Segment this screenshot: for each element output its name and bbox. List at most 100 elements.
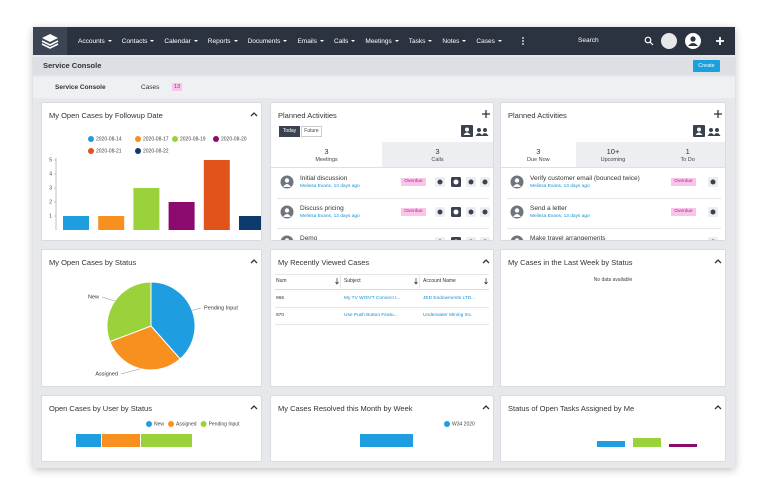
legend-label: Assigned — [176, 421, 197, 427]
y-tick-label: 5 — [49, 157, 52, 163]
dashlet: Planned Activities Today Future 3 Meetings 3 C… — [270, 102, 494, 241]
collapse-icon[interactable] — [249, 402, 259, 412]
count-tab[interactable]: 1 To Do — [650, 142, 725, 168]
more-icon[interactable] — [521, 36, 525, 46]
nav-item[interactable]: Tasks — [409, 38, 433, 45]
action-glyph — [483, 239, 487, 240]
legend-label: W34 2020 — [452, 421, 475, 427]
column-header[interactable]: Account Name — [423, 278, 456, 284]
activity-title[interactable]: Send a letter — [530, 205, 567, 212]
action-icon[interactable] — [708, 177, 718, 187]
action-icon[interactable] — [466, 237, 476, 241]
activity-title[interactable]: Demo — [300, 235, 318, 241]
bar-chart: W34 2020 — [360, 421, 475, 447]
sort-icon — [484, 278, 488, 285]
table-cell[interactable]: JED Endowments LTD... — [423, 296, 476, 301]
logo[interactable] — [33, 27, 67, 55]
nav-item[interactable]: Emails — [297, 38, 324, 45]
nav-item[interactable]: Meetings — [365, 38, 398, 45]
action-glyph — [453, 179, 459, 185]
column-divider — [340, 275, 341, 288]
action-icon[interactable] — [466, 207, 476, 217]
tab[interactable]: Cases — [141, 84, 160, 91]
count-tab[interactable]: 3 Due Now — [501, 142, 576, 168]
nav-item[interactable]: Calendar — [164, 38, 197, 45]
action-glyph — [438, 239, 442, 240]
action-icon[interactable] — [435, 177, 445, 187]
sub-header: Service Console Create — [33, 57, 735, 75]
nav-item[interactable]: Cases — [476, 38, 501, 45]
activity-title[interactable]: Verify customer email (bounced twice) — [530, 175, 640, 182]
action-glyph — [468, 209, 474, 215]
filter-button[interactable]: Future — [301, 126, 322, 137]
legend-swatch — [146, 421, 152, 427]
action-icon[interactable] — [466, 177, 476, 187]
dashlet: My Recently Viewed Cases Num Subject Accoun… — [270, 249, 494, 387]
action-glyph — [468, 179, 474, 185]
table-cell[interactable]: Use Push Button Featu... — [344, 313, 398, 318]
group — [713, 133, 721, 136]
bar-chart: 2020-08-14 2020-08-17 2020-08-19 2020-08-20… — [49, 136, 261, 230]
dashlet: Open Cases by User by Status New Assigned P… — [41, 395, 262, 462]
collapse-icon[interactable] — [481, 402, 491, 412]
action-glyph — [711, 239, 715, 240]
action-icon[interactable] — [708, 237, 718, 241]
top-bar: Accounts Contacts Calendar Reports Documents… — [33, 27, 735, 55]
action-icon[interactable] — [451, 207, 461, 217]
action-icon[interactable] — [708, 207, 718, 217]
avatar — [510, 205, 524, 219]
bar — [63, 216, 89, 230]
search-box[interactable]: Search — [578, 37, 599, 44]
action-icon[interactable] — [451, 237, 461, 241]
count-tab[interactable]: 10+ Upcoming — [575, 142, 651, 168]
chevron — [250, 259, 258, 264]
legend-label: 2020-08-14 — [96, 136, 122, 142]
column-header[interactable]: Num — [276, 278, 287, 284]
bar — [669, 444, 697, 447]
dashlet: My Cases Resolved this Month by Week W34 … — [270, 395, 494, 462]
count-value: 3 — [435, 147, 440, 156]
count-tab[interactable]: 3 Meetings — [271, 142, 382, 168]
collapse-icon[interactable] — [481, 256, 491, 266]
user-controls[interactable] — [660, 31, 730, 51]
nav-item[interactable]: Contacts — [122, 38, 155, 45]
view-toggle[interactable] — [693, 125, 723, 138]
activity-title[interactable]: Make travel arrangements — [530, 235, 606, 241]
add-icon[interactable] — [713, 109, 723, 119]
search-icon[interactable] — [644, 36, 654, 46]
nav-item[interactable]: Documents — [248, 38, 288, 45]
collapse-icon[interactable] — [713, 256, 723, 266]
action-icon[interactable] — [435, 237, 445, 241]
collapse-icon[interactable] — [249, 256, 259, 266]
nav-item[interactable]: Calls — [334, 38, 355, 45]
activity-title[interactable]: Initial discussion — [300, 175, 348, 182]
filter-button[interactable]: Today — [279, 126, 300, 137]
nav-item[interactable]: Reports — [208, 38, 238, 45]
table-cell[interactable]: My TV WON'T Connect t... — [344, 296, 401, 301]
collapse-icon[interactable] — [249, 109, 259, 119]
legend-label: New — [154, 421, 164, 427]
column-header[interactable]: Subject — [344, 278, 361, 284]
count-tab[interactable]: 3 Calls — [382, 142, 493, 168]
nav-item[interactable]: Accounts — [78, 38, 112, 45]
bar — [597, 441, 625, 447]
bar-segment — [76, 434, 101, 447]
action-bg — [480, 237, 490, 240]
collapse-icon[interactable] — [713, 402, 723, 412]
action-icon[interactable] — [480, 177, 490, 187]
tab[interactable]: Service Console — [55, 84, 106, 91]
action-icon[interactable] — [480, 237, 490, 241]
add-icon[interactable] — [481, 109, 491, 119]
group — [483, 128, 487, 132]
count-label: To Do — [680, 157, 695, 163]
action-glyph — [482, 209, 488, 215]
action-icon[interactable] — [435, 207, 445, 217]
view-toggle[interactable] — [461, 125, 491, 138]
action-icon[interactable] — [480, 207, 490, 217]
activity-title[interactable]: Discuss pricing — [300, 205, 344, 212]
nav-item[interactable]: Notes — [442, 38, 466, 45]
table-cell[interactable]: Underwater Mining Inc. — [423, 313, 473, 318]
create-button[interactable]: Create — [693, 60, 720, 72]
table-header-bg — [275, 274, 489, 290]
action-icon[interactable] — [451, 177, 461, 187]
